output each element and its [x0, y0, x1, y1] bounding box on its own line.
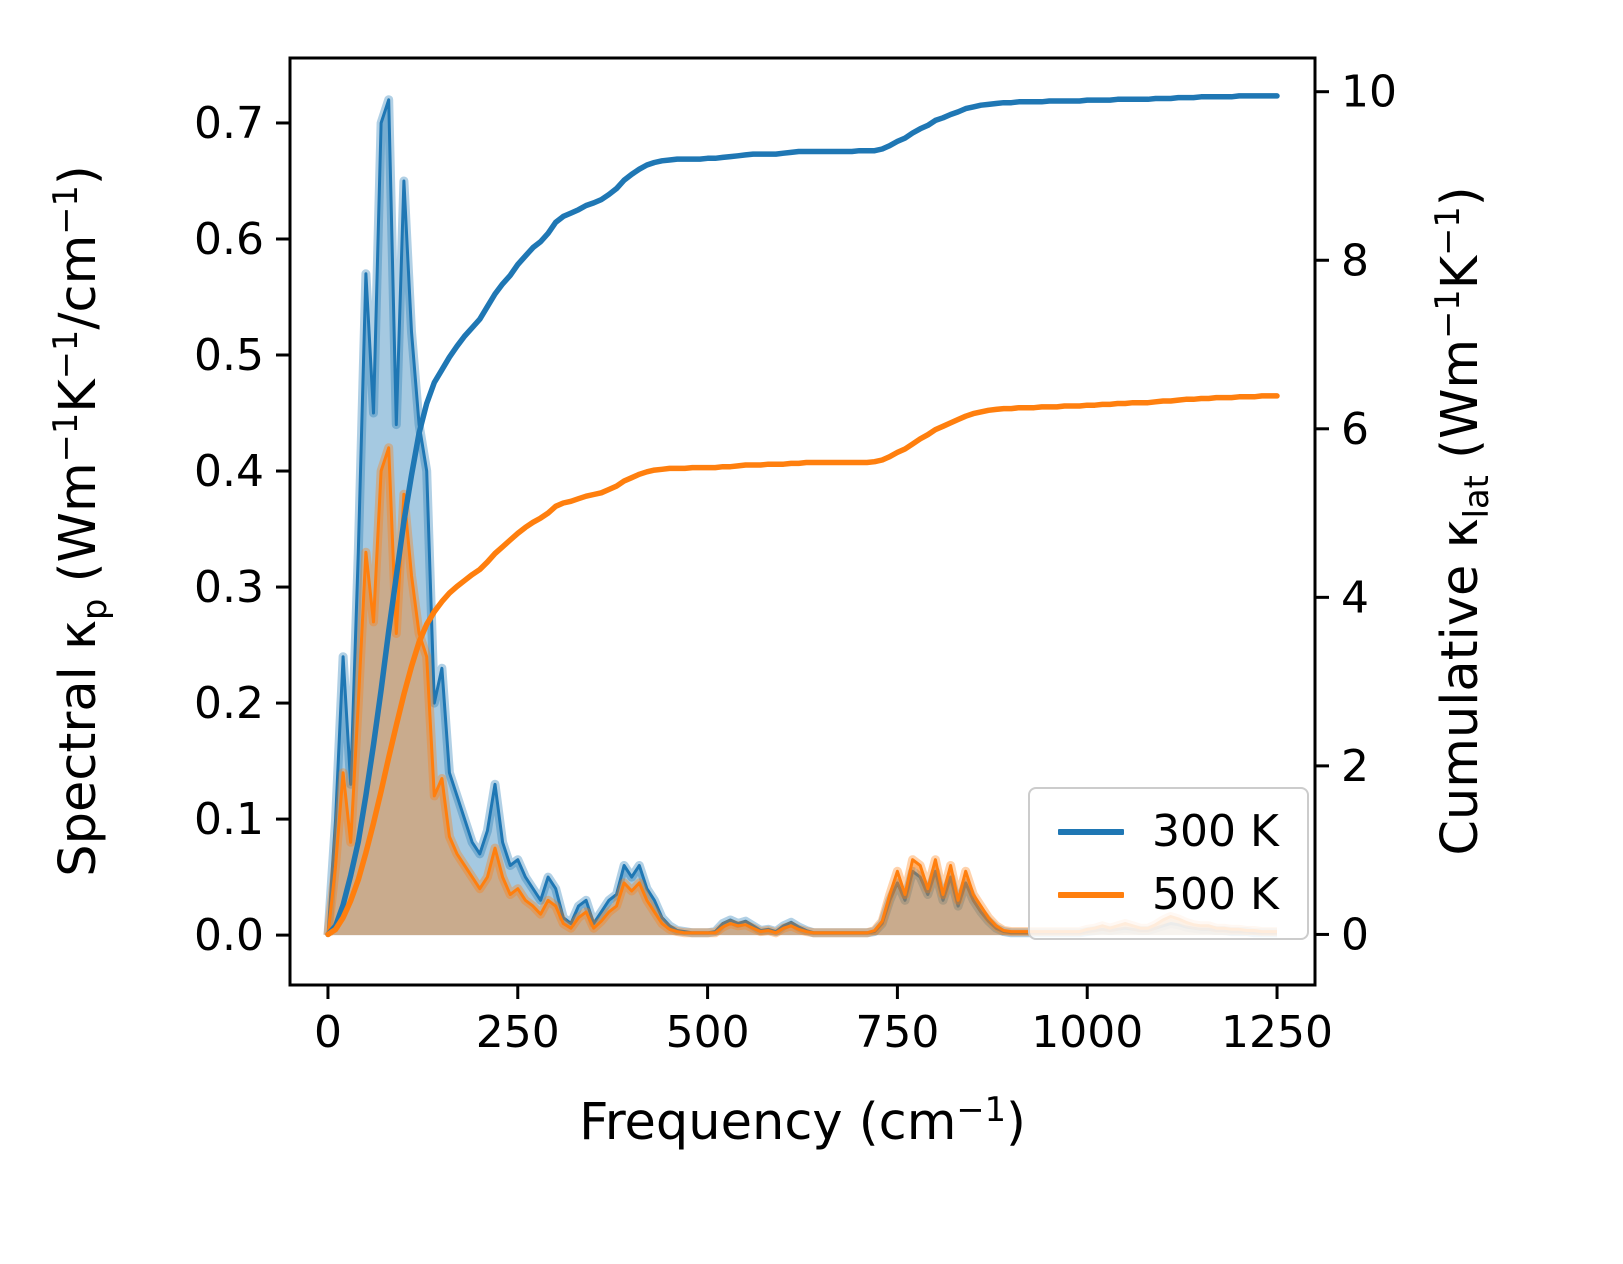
legend-label-300k: 300 K	[1152, 806, 1279, 857]
y-left-tick-label-6: 0.6	[194, 214, 264, 265]
y-left-tick-label-5: 0.5	[194, 330, 264, 381]
y-left-tick-label-3: 0.3	[194, 562, 264, 613]
y-right-tick-label-0: 0	[1341, 909, 1369, 960]
legend-item-300k: 300 K	[1058, 806, 1279, 858]
y-axis-label-right: Cumulative κlat (Wm−1K−1)	[1427, 186, 1497, 856]
y-right-tick-label-4: 8	[1341, 235, 1369, 286]
spectral-area-0	[328, 99, 1277, 936]
x-axis-label: Frequency (cm−1)	[579, 1090, 1026, 1152]
plot-frame	[288, 56, 1317, 987]
x-tick-label-5: 1250	[1221, 1007, 1333, 1058]
legend: 300 K 500 K	[1028, 787, 1309, 941]
y-right-tick-label-3: 6	[1341, 404, 1369, 455]
y-left-tick-label-4: 0.4	[194, 446, 264, 497]
y-right-tick-label-5: 10	[1341, 67, 1397, 118]
y-right-tick-label-2: 4	[1341, 572, 1369, 623]
y-axis-label-left: Spectral κp (Wm−1K−1/cm−1)	[45, 165, 115, 877]
y-left-tick-label-1: 0.1	[194, 794, 264, 845]
legend-item-500k: 500 K	[1058, 868, 1279, 921]
y-left-tick-label-7: 0.7	[194, 98, 264, 149]
x-tick-label-3: 750	[855, 1007, 939, 1058]
legend-label-500k: 500 K	[1152, 868, 1279, 920]
y-left-tick-label-2: 0.2	[194, 678, 264, 729]
cumulative-line-0	[325, 93, 1280, 938]
x-tick-label-0: 0	[314, 1007, 342, 1058]
legend-line-swatch-300k	[1058, 829, 1124, 836]
legend-line-swatch-500k	[1058, 891, 1124, 898]
y-right-tick-label-1: 2	[1341, 741, 1369, 792]
y-left-tick-label-0: 0.0	[194, 910, 264, 961]
x-tick-label-4: 1000	[1031, 1007, 1143, 1058]
x-tick-label-2: 500	[666, 1007, 750, 1058]
cumulative-line-1	[325, 393, 1280, 938]
spectral-area-1	[328, 447, 1277, 936]
x-tick-label-1: 250	[476, 1007, 560, 1058]
